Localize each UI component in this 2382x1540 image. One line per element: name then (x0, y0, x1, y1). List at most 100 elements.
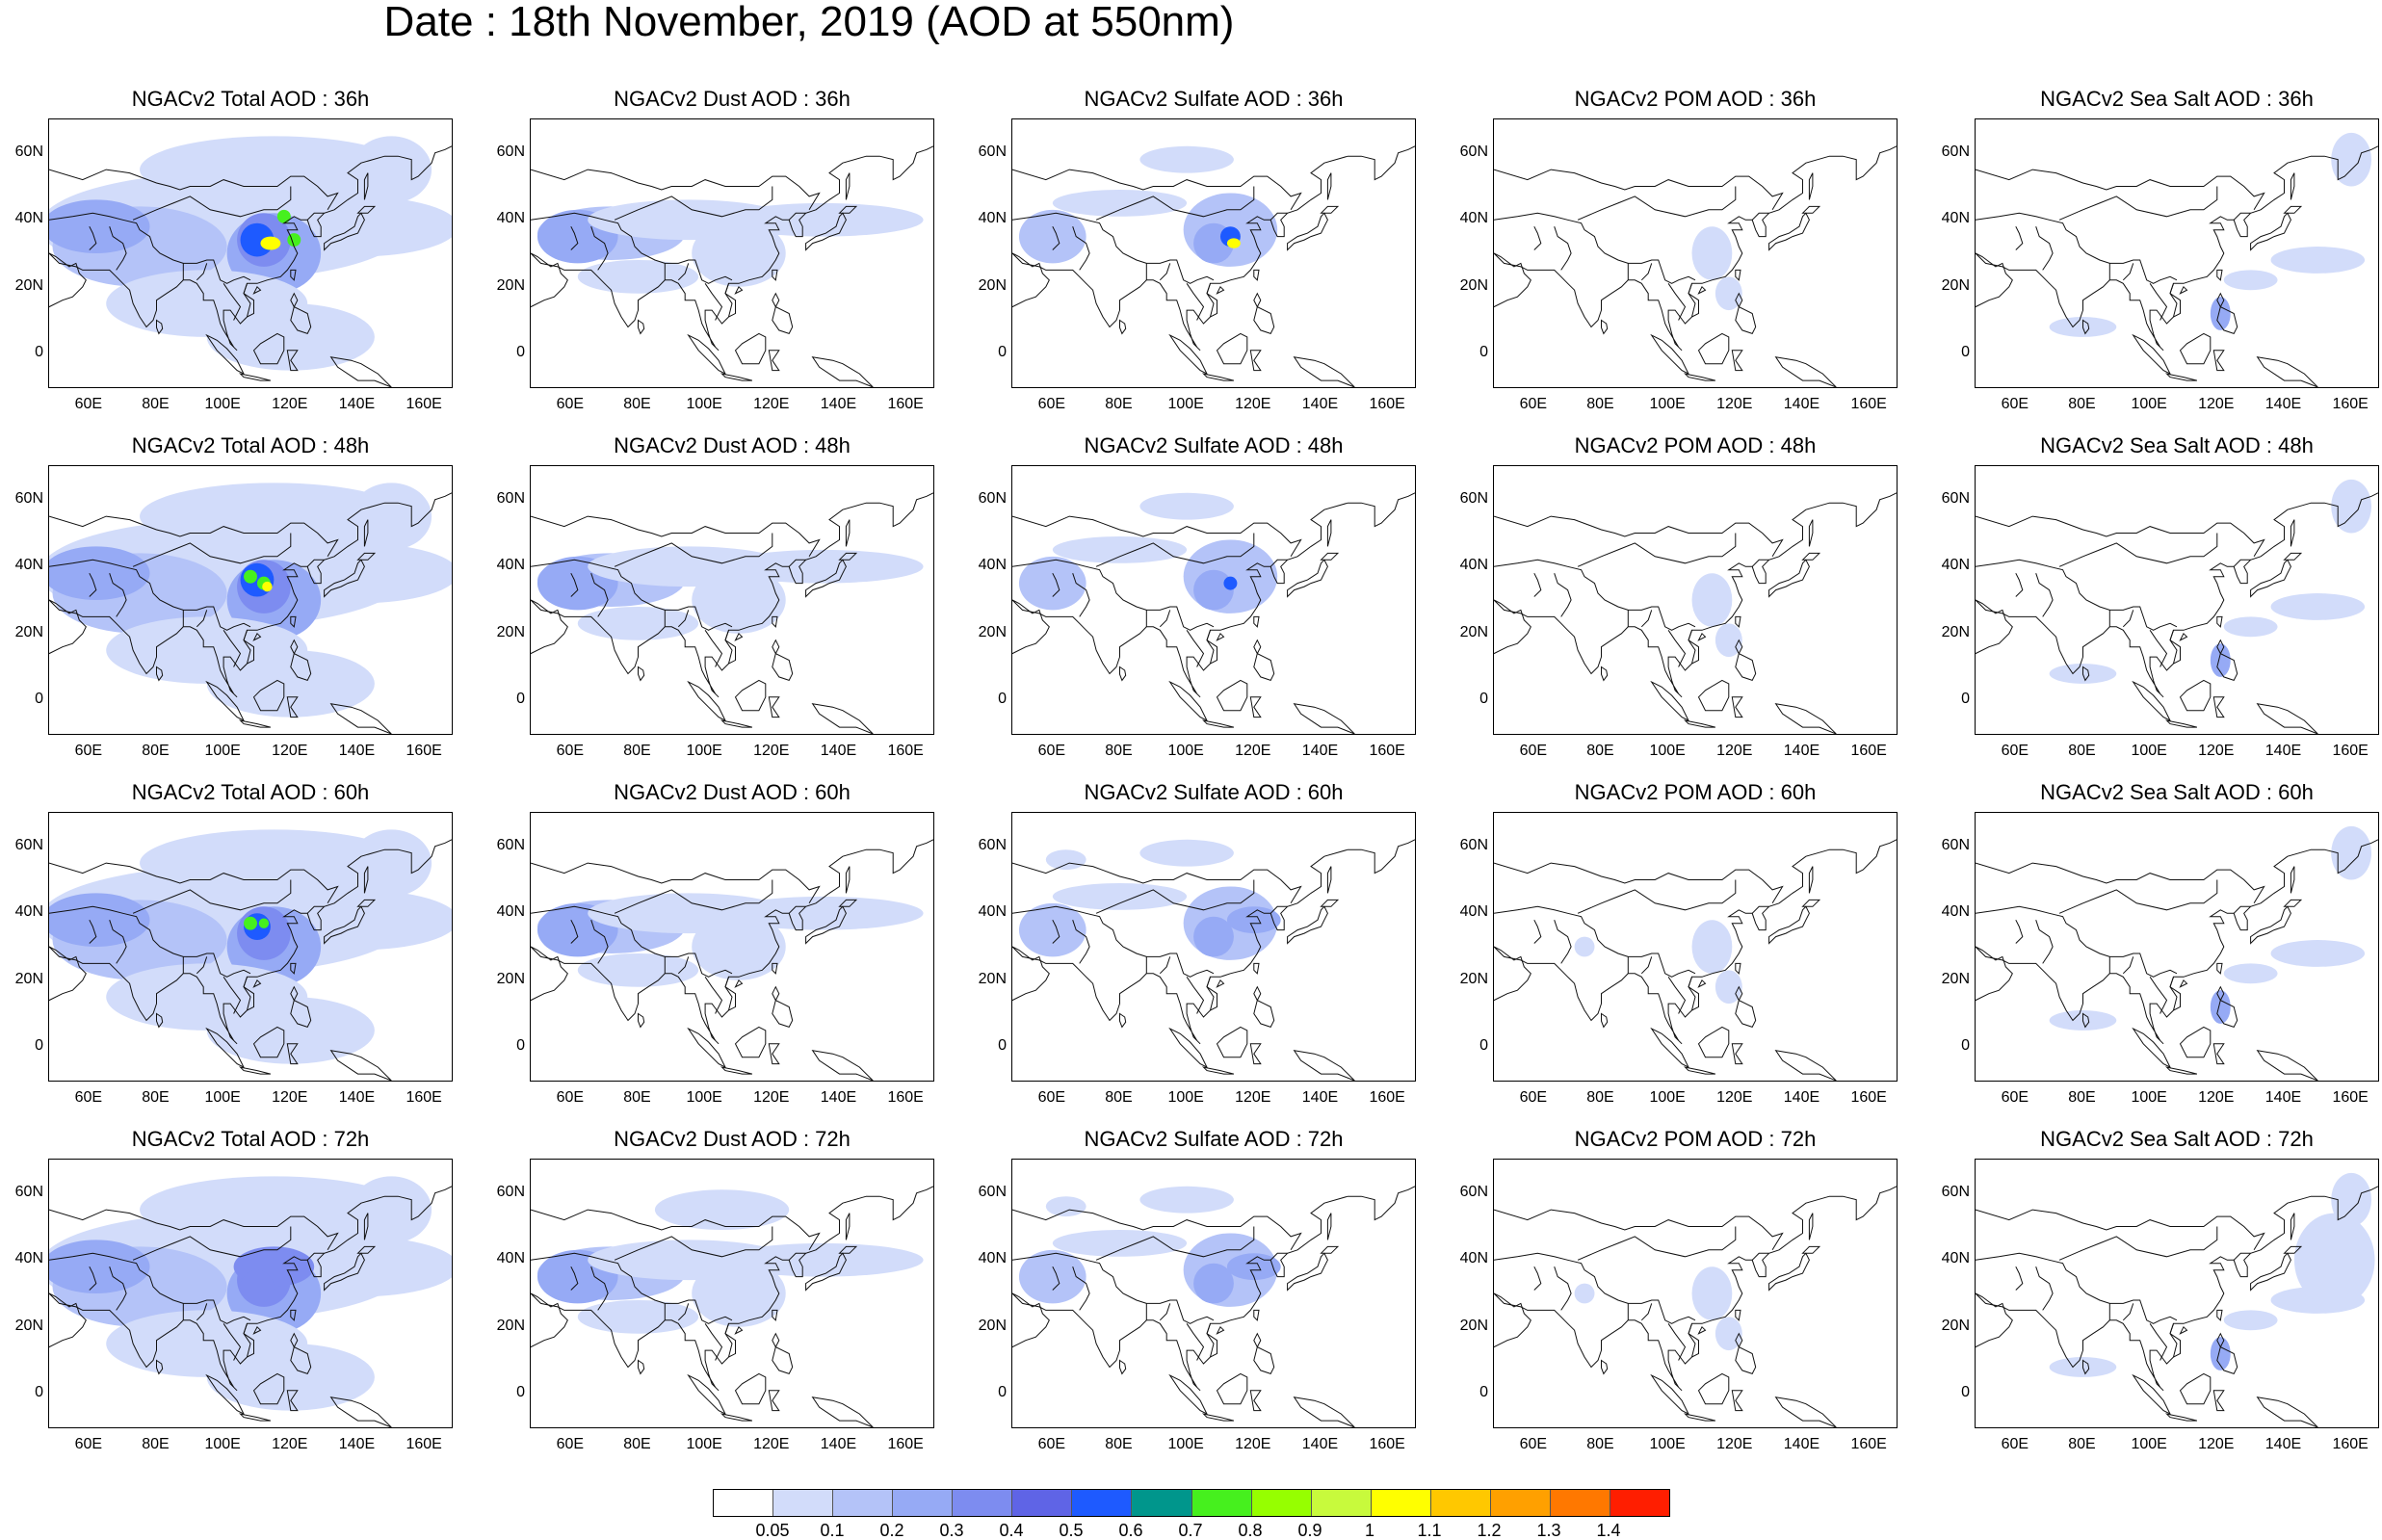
coastline (531, 252, 568, 314)
aod-shading (1139, 145, 1234, 173)
country-border (243, 977, 251, 1011)
aod-shading (2270, 593, 2366, 620)
country-border (1052, 225, 1060, 250)
coastline (531, 1292, 568, 1354)
lat-tick-label: 60N (14, 1183, 43, 1200)
lon-tick-label: 80E (623, 1436, 651, 1452)
island-outline (2164, 1066, 2198, 1075)
coastline (49, 252, 87, 314)
lon-tick-label: 80E (2068, 743, 2096, 759)
lat-tick-label: 40N (14, 210, 43, 227)
lat-tick-label: 40N (978, 1250, 1007, 1267)
lon-tick-label: 100E (1167, 743, 1204, 759)
aod-shading (351, 1176, 432, 1243)
lon-tick-label: 60E (74, 743, 103, 759)
lat-tick-label: 60N (1459, 836, 1488, 853)
island-outline (2082, 666, 2090, 682)
country-border (1270, 212, 1288, 221)
island-outline (720, 1413, 753, 1422)
map-panel-dust-60h: NGACv2 Dust AOD : 60h 60N 40N 20N 0 60E 80E 100… (482, 780, 963, 1127)
island-outline (252, 1026, 285, 1058)
island-outline (805, 1252, 847, 1292)
aod-shading (1715, 623, 1742, 658)
lat-tick-label: 40N (14, 1250, 43, 1267)
country-border (1186, 977, 1205, 1014)
island-outline (1216, 679, 1248, 712)
lat-tick-label: 60N (1941, 1183, 1970, 1200)
island-outline (1774, 356, 1837, 387)
lon-tick-label: 80E (1586, 1436, 1614, 1452)
country-border (2035, 1266, 2054, 1311)
aod-map (1012, 145, 1415, 387)
panel-title: NGACv2 Total AOD : 36h (131, 87, 370, 111)
island-outline (1119, 1359, 1127, 1375)
island-outline (2179, 1325, 2188, 1335)
island-outline (838, 552, 858, 561)
island-outline (1774, 703, 1837, 734)
country-border (89, 919, 97, 944)
lon-tick-label: 60E (2001, 396, 2029, 412)
map-panel-dust-48h: NGACv2 Dust AOD : 48h 60N 40N 20N 0 60E 80E 100… (482, 433, 963, 780)
country-border (1270, 1252, 1288, 1261)
island-outline (324, 1252, 365, 1292)
lon-tick-label: 80E (1586, 396, 1614, 412)
aod-shading (2223, 616, 2278, 638)
lon-tick-label: 60E (556, 396, 585, 412)
country-border (1751, 905, 1769, 914)
island-outline (1768, 1252, 1810, 1292)
lon-tick-label: 80E (1105, 396, 1133, 412)
panel-title: NGACv2 Total AOD : 72h (131, 1127, 370, 1151)
colorbar-swatch (714, 1490, 774, 1516)
lat-tick-label: 20N (1459, 623, 1488, 640)
lat-tick-label: 20N (1941, 1317, 1970, 1334)
country-border (1554, 920, 1572, 964)
lat-tick-label: 20N (14, 276, 43, 294)
coastline (1976, 252, 2013, 314)
country-border (590, 920, 609, 964)
country-border (590, 226, 609, 271)
lon-tick-label: 140E (338, 396, 376, 412)
panel-title: NGACv2 POM AOD : 60h (1574, 780, 1817, 804)
lon-tick-label: 60E (1037, 396, 1066, 412)
country-border (2149, 630, 2168, 667)
country-border (306, 559, 325, 567)
lat-tick-label: 60N (978, 1183, 1007, 1200)
country-border (788, 905, 806, 914)
island-outline (2216, 292, 2238, 335)
lon-tick-label: 100E (1167, 396, 1204, 412)
island-outline (687, 1373, 727, 1416)
map-frame (48, 1159, 453, 1428)
country-border (1012, 905, 1215, 978)
lon-tick-label: 120E (1235, 743, 1271, 759)
lat-tick-label: 60N (1459, 489, 1488, 507)
island-outline (1808, 1213, 1814, 1240)
island-outline (811, 356, 874, 387)
lon-tick-label: 80E (1105, 1089, 1133, 1106)
map-frame (1493, 118, 1898, 388)
country-border (1072, 920, 1090, 964)
lon-tick-label: 160E (2332, 396, 2369, 412)
panel-title: NGACv2 Dust AOD : 60h (614, 780, 851, 804)
lon-tick-label: 120E (272, 743, 308, 759)
island-outline (1216, 332, 1248, 365)
island-outline (238, 1413, 272, 1422)
island-outline (838, 1245, 858, 1254)
country-border (1976, 212, 2178, 284)
island-outline (2283, 1245, 2303, 1254)
colorbar-label: 0.2 (879, 1521, 904, 1540)
country-border (196, 1303, 208, 1321)
island-outline (356, 1245, 377, 1254)
lon-tick-label: 60E (1037, 743, 1066, 759)
country-border (2122, 263, 2134, 281)
aod-shading (1139, 492, 1234, 520)
lon-tick-label: 160E (1850, 1436, 1887, 1452)
colorbar-swatch (1550, 1490, 1610, 1516)
aod-shading (206, 650, 375, 718)
lat-tick-label: 60N (1941, 143, 1970, 160)
aod-map (1976, 825, 2378, 1081)
country-border (1159, 263, 1171, 281)
country-border (49, 905, 251, 978)
panel-title: NGACv2 Sulfate AOD : 60h (1084, 780, 1344, 804)
aod-shading (2223, 270, 2278, 291)
country-border (1533, 1266, 1542, 1291)
